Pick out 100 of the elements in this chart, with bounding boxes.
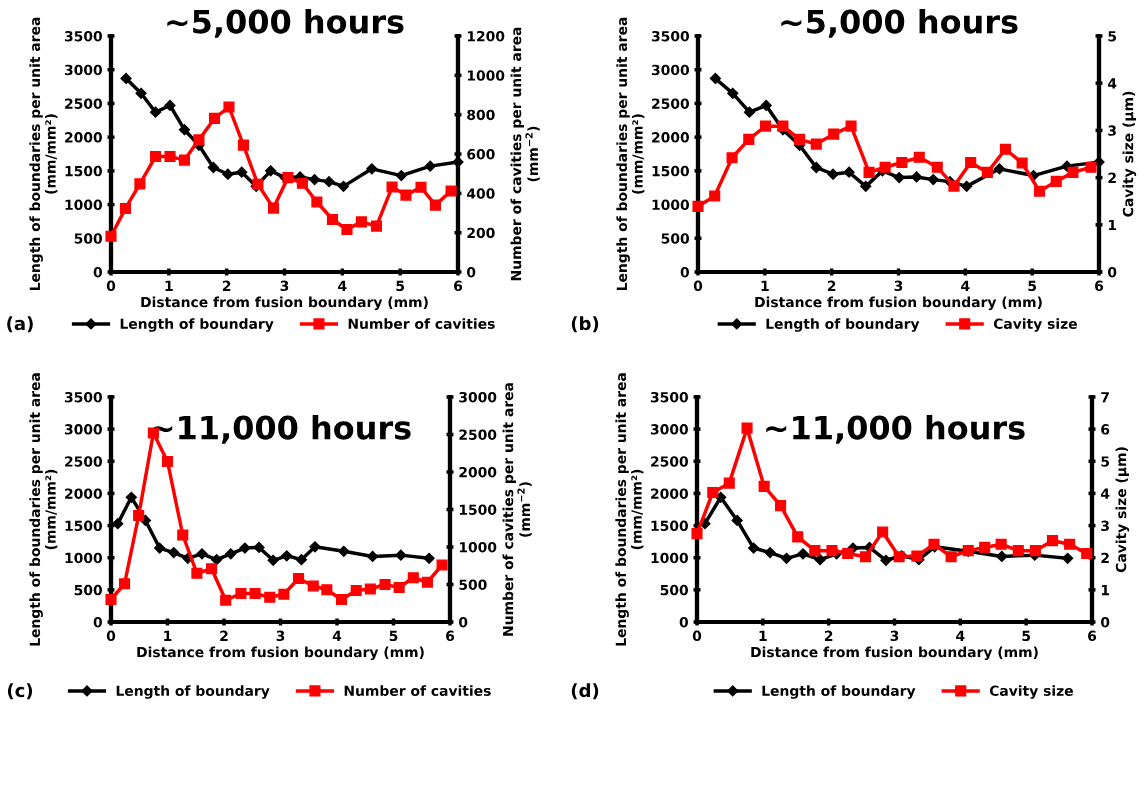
text: (a) [7, 316, 33, 333]
y-tick-label: 0 [680, 266, 689, 278]
y2-tick-label: 600 [467, 148, 495, 160]
y-axis-title: Length of boundaries per unit area (mm/mm²) [616, 17, 645, 291]
y2-axis-title: Number of cavities per unit area (mm$^{−2}$) [510, 27, 540, 281]
y-tick-label: 1500 [651, 520, 688, 532]
y-tick-label: 2000 [651, 488, 688, 499]
y2-tick-label: 4 [1107, 78, 1117, 89]
y-tick-label: 3500 [64, 30, 102, 42]
y-tick-label: 3000 [64, 64, 102, 76]
text: (d) [571, 683, 599, 700]
y2-axis-title: Cavity size (µm) [1115, 447, 1130, 573]
y2-tick-label: 1500 [459, 504, 497, 515]
x-tick-label: 1 [164, 630, 172, 641]
x-tick-label: 6 [446, 630, 455, 642]
x-tick-label: 3 [894, 280, 903, 292]
y2-tick-label: 800 [467, 109, 495, 121]
y2-tick-label: 1 [1108, 219, 1117, 231]
y2-tick-label: 2500 [459, 429, 497, 440]
y2-tick-label: 2 [1101, 552, 1109, 563]
y2-tick-label: 200 [467, 227, 495, 239]
y-tick-label: 2500 [651, 456, 688, 467]
y2-tick-label: 3 [1108, 125, 1116, 136]
y2-tick-label: 3 [1101, 520, 1109, 532]
y-tick-label: 500 [661, 233, 689, 244]
x-axis-title: Distance from fusion boundary (mm) [137, 646, 424, 661]
y2-tick-label: 0 [459, 616, 468, 628]
y-tick-label: 1000 [652, 199, 689, 211]
y-tick-label: 2500 [65, 98, 102, 109]
y-tick-label: 2500 [652, 98, 689, 109]
y-tick-label: 0 [93, 616, 102, 628]
y-tick-label: 1500 [65, 520, 102, 532]
x-tick-label: 3 [890, 630, 899, 642]
y-tick-label: 3000 [64, 424, 102, 435]
y-tick-label: 1000 [65, 199, 102, 211]
x-tick-label: 4 [961, 280, 970, 291]
y2-tick-label: 1000 [467, 70, 505, 81]
y2-axis-title: Number of cavities per unit area (mm$^{−2}$) [502, 383, 532, 636]
x-tick-label: 6 [1095, 280, 1104, 292]
text: ~11,000 hours [152, 414, 411, 444]
x-tick-label: 1 [759, 630, 767, 641]
x-tick-label: 0 [692, 630, 702, 642]
y2-axis-title: Cavity size (µm) [1122, 91, 1137, 217]
y-axis-title: Length of boundaries per unit area (mm/mm²) [615, 373, 644, 646]
y2-tick-label: 400 [466, 188, 495, 199]
y-axis-title: Length of boundaries per unit area (mm/mm²) [29, 373, 58, 646]
y2-tick-label: 7 [1101, 392, 1109, 403]
x-axis-title: Distance from fusion boundary (mm) [141, 296, 428, 311]
y2-tick-label: 1 [1101, 585, 1110, 596]
y-axis-title: Length of boundaries per unit area (mm/mm²) [29, 17, 58, 291]
x-tick-label: 1 [165, 280, 173, 291]
legend-label: Length of boundary [766, 318, 920, 332]
y-tick-label: 2000 [65, 132, 102, 143]
x-tick-label: 2 [824, 630, 833, 641]
y-tick-label: 2500 [65, 456, 102, 467]
y2-tick-label: 6 [1101, 424, 1110, 435]
y2-tick-label: 1000 [459, 541, 497, 553]
x-tick-label: 2 [827, 280, 836, 291]
legend-label: Number of cavities [348, 318, 495, 329]
y2-tick-label: 4 [1100, 488, 1110, 499]
y2-tick-label: 0 [1108, 266, 1117, 278]
y2-tick-label: 500 [459, 579, 487, 590]
text: (c) [7, 683, 33, 700]
y2-tick-label: 5 [1101, 456, 1110, 467]
y2-tick-label: 2 [1108, 172, 1116, 183]
y-tick-label: 500 [74, 233, 102, 244]
y-tick-label: 0 [93, 266, 102, 278]
y2-tick-label: 2000 [459, 466, 497, 478]
y-tick-label: 3000 [651, 64, 689, 76]
chart-title: ~5,000 hours [167, 8, 404, 38]
y-tick-label: 1500 [65, 165, 102, 177]
x-tick-label: 5 [1028, 280, 1037, 292]
x-tick-label: 0 [693, 280, 703, 292]
x-tick-label: 4 [338, 280, 347, 291]
x-tick-label: 2 [222, 280, 231, 291]
y2-tick-label: 3000 [459, 391, 497, 403]
x-tick-label: 3 [276, 630, 285, 642]
x-tick-label: 5 [389, 630, 398, 642]
x-tick-label: 0 [106, 280, 116, 292]
x-tick-label: 6 [1088, 630, 1097, 642]
y-tick-label: 3500 [650, 391, 688, 403]
legend-label: Number of cavities [344, 685, 491, 696]
x-tick-label: 5 [396, 280, 405, 292]
y-tick-label: 3500 [64, 391, 102, 403]
y2-tick-label: 1200 [467, 30, 505, 42]
chart-title: ~5,000 hours [781, 8, 1018, 38]
legend-label: Cavity size [993, 318, 1077, 332]
x-tick-label: 2 [220, 630, 228, 641]
x-tick-label: 4 [956, 630, 965, 641]
y-tick-label: 2000 [652, 132, 689, 143]
x-axis-title: Distance from fusion boundary (mm) [751, 646, 1038, 661]
x-tick-label: 5 [1022, 630, 1031, 642]
y-tick-label: 1000 [651, 552, 688, 564]
y-tick-label: 500 [660, 584, 688, 596]
y2-tick-label: 5 [1108, 31, 1117, 42]
y2-tick-label: 0 [1101, 616, 1110, 628]
y-tick-label: 0 [679, 616, 688, 628]
y-tick-label: 500 [74, 584, 102, 596]
y-tick-label: 3000 [650, 424, 688, 435]
y-tick-label: 1500 [652, 165, 689, 177]
